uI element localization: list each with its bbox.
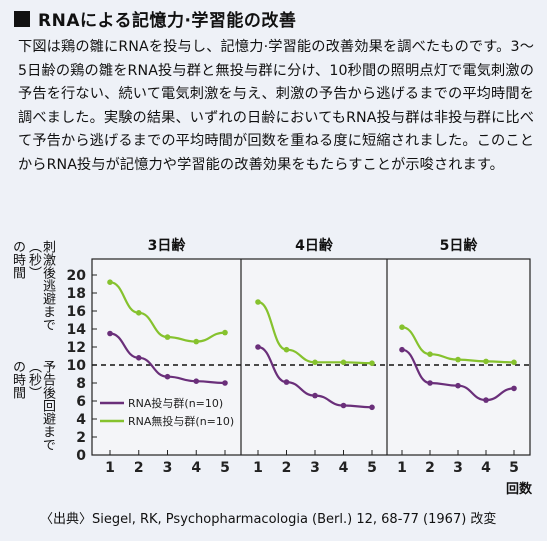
x-tick-label: 2: [425, 460, 435, 476]
y-tick-label: 10: [67, 358, 87, 374]
y-tick-label: 2: [76, 430, 86, 446]
y-tick-label: 14: [67, 322, 87, 338]
y-axis-label-bottom-line2: の時間: [10, 360, 25, 399]
section-title: RNAによる記憶力·学習能の改善: [38, 11, 297, 31]
data-point: [283, 346, 290, 353]
data-point: [511, 359, 517, 366]
legend-label: RNA投与群(n=10): [128, 396, 223, 410]
legend-label: RNA無投与群(n=10): [128, 414, 234, 428]
data-point: [255, 299, 261, 305]
y-tick-label: 20: [67, 268, 87, 284]
y-tick-label: 16: [67, 304, 86, 320]
x-tick-label: 2: [134, 460, 144, 476]
x-tick-label: 5: [509, 460, 519, 476]
x-tick-label: 3: [453, 460, 463, 476]
x-tick-label: 1: [397, 460, 407, 476]
data-point: [369, 360, 375, 367]
square-bullet-icon: [14, 10, 30, 27]
data-point: [164, 334, 171, 340]
y-axis-label-top: 刺激後逃避まで（秒） の時間: [10, 240, 55, 350]
data-point: [312, 392, 318, 399]
data-point: [255, 344, 261, 350]
y-axis-label-bottom: 予告後回避まで（秒） の時間: [10, 360, 55, 470]
data-point: [340, 402, 347, 409]
x-tick-label: 3: [163, 460, 173, 476]
y-axis-label-top-line1: 刺激後逃避まで（秒）: [26, 240, 55, 331]
data-point: [222, 380, 228, 386]
data-point: [312, 359, 318, 366]
y-tick-label: 18: [67, 286, 86, 302]
data-point: [483, 358, 489, 365]
data-point: [135, 355, 142, 361]
data-point: [427, 380, 433, 386]
panel-title: 5日齢: [440, 237, 479, 254]
x-tick-label: 4: [191, 460, 201, 476]
y-tick-label: 0: [76, 448, 86, 464]
x-tick-label: 2: [282, 460, 292, 476]
data-point: [193, 378, 200, 385]
y-tick-label: 4: [76, 412, 86, 428]
data-point: [222, 329, 228, 336]
panel-title: 4日齢: [295, 237, 334, 254]
data-point: [511, 385, 517, 392]
panel-title: 3日齢: [148, 237, 187, 254]
data-point: [283, 379, 290, 385]
data-point: [107, 279, 113, 286]
source-citation: 〈出典〉Siegel, RK, Psychopharmacologia (Ber…: [40, 512, 497, 527]
data-point: [369, 404, 375, 411]
x-tick-label: 5: [367, 460, 377, 476]
x-tick-label: 4: [481, 460, 491, 476]
data-point: [107, 330, 113, 337]
description-paragraph: 下図は鶏の雛にRNAを投与し、記憶力·学習能の改善効果を調べたものです。3〜5日…: [18, 39, 534, 173]
x-axis-label: 回数: [506, 482, 533, 497]
data-point: [340, 359, 347, 366]
data-point: [164, 373, 171, 380]
x-tick-label: 5: [220, 460, 230, 476]
y-tick-label: 12: [67, 340, 86, 356]
data-point: [193, 338, 200, 345]
y-axis-label-top-line2: の時間: [10, 240, 25, 279]
x-tick-label: 1: [253, 460, 263, 476]
data-point: [455, 382, 461, 389]
y-axis-label-bottom-line1: 予告後回避まで（秒）: [26, 360, 55, 451]
data-point: [399, 346, 405, 353]
data-point: [399, 324, 405, 331]
data-point: [455, 356, 461, 363]
data-point: [135, 310, 142, 316]
y-tick-label: 6: [76, 394, 86, 410]
data-point: [483, 397, 489, 403]
x-tick-label: 1: [105, 460, 115, 476]
data-point: [427, 351, 433, 358]
x-tick-label: 3: [310, 460, 320, 476]
section-header: RNAによる記憶力·学習能の改善: [14, 6, 296, 31]
x-tick-label: 4: [339, 460, 349, 476]
y-tick-label: 8: [76, 376, 86, 392]
